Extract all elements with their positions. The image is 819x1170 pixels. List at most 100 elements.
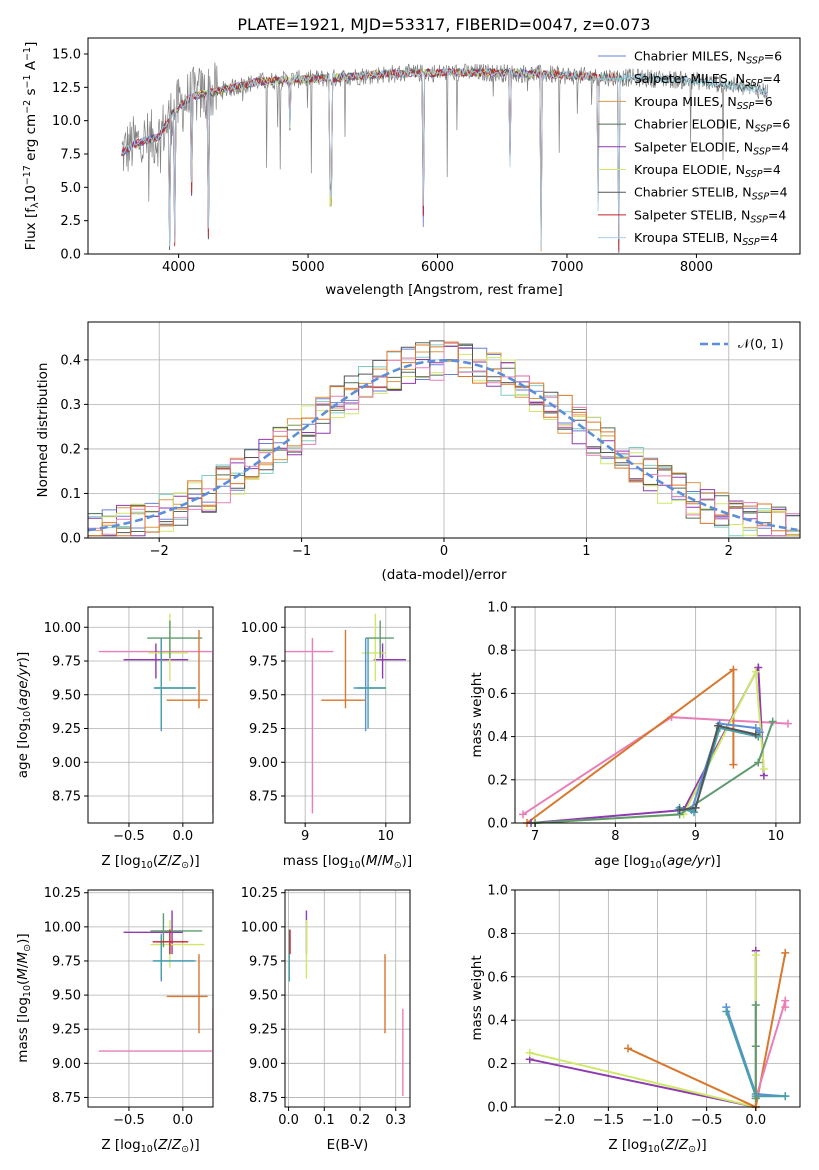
weight-age-xlabel: age [log10(age/yr)]: [594, 853, 720, 871]
legend-label: 𝒩(0, 1): [738, 336, 784, 351]
age-mass-point: [373, 643, 406, 679]
x-tick-label: 9: [691, 829, 699, 844]
weight-age-series-line: [679, 724, 757, 811]
x-tick-label: 0.1: [314, 1113, 335, 1128]
spectrum-plot-area: [121, 62, 768, 253]
y-tick-label: 15.0: [52, 48, 81, 63]
mass-z-axes: [88, 890, 213, 1107]
age-mass-point: [285, 638, 334, 814]
y-tick-label: 10.0: [52, 114, 81, 129]
x-tick-label: −2.0: [543, 1113, 575, 1128]
weight-age-series-line: [531, 663, 765, 824]
x-tick-label: 4000: [162, 260, 195, 275]
age-z-point: [147, 620, 203, 659]
y-tick-label: 7.5: [60, 148, 81, 163]
mass-z-ylabel: mass [log10(M/M⊙)]: [15, 933, 33, 1062]
mass-z-frame: [87, 889, 214, 1108]
weight-age-point-marker: [729, 665, 738, 674]
y-tick-label: 9.00: [52, 756, 81, 771]
x-tick-label: 6000: [421, 260, 454, 275]
y-tick-label: 0.2: [487, 773, 508, 788]
weight-age-series-line: [535, 721, 774, 824]
weight-age-series-line: [535, 668, 765, 824]
legend-label: Kroupa STELIB, NSSP=4: [634, 230, 778, 248]
mass-z-point: [166, 954, 208, 1034]
y-tick-label: 0.0: [60, 248, 81, 263]
weight-age-ylabel: mass weight: [469, 672, 485, 757]
y-tick-label: 9.25: [249, 1023, 278, 1038]
y-tick-label: 8.75: [52, 1091, 81, 1106]
y-tick-label: 0.1: [60, 487, 81, 502]
age-mass-point: [365, 620, 394, 659]
weight-z-point-marker: [751, 1042, 760, 1051]
legend-label: Chabrier MILES, NSSP=6: [634, 49, 782, 67]
weight-z-point-marker: [751, 951, 760, 960]
x-tick-label: 8: [611, 829, 619, 844]
weight-age-point-marker: [751, 730, 760, 739]
weight-z-point-marker: [781, 1092, 790, 1101]
hist-step-series: [88, 341, 800, 537]
mass-z-point: [152, 929, 189, 955]
age-mass-xlabel: mass [log10(M/M⊙)]: [283, 853, 412, 871]
mass-z-point: [123, 910, 183, 955]
weight-z-point-marker: [781, 948, 790, 957]
mass-z-point: [153, 936, 196, 979]
hist-xlabel: (data-model)/error: [381, 567, 507, 583]
y-tick-label: 9.50: [52, 989, 81, 1004]
hist-step-series: [88, 342, 800, 537]
x-tick-label: 9: [301, 829, 309, 844]
x-tick-label: −1: [292, 544, 311, 559]
y-tick-label: 5.0: [60, 181, 81, 196]
age-mass-plot-area: [285, 613, 406, 814]
weight-age-point-marker: [755, 728, 764, 737]
spectrum-model-line: [121, 67, 768, 249]
y-tick-label: 8.75: [52, 790, 81, 805]
weight-z-xlabel: Z [log10(Z/Z⊙)]: [608, 1137, 706, 1155]
y-tick-label: 0.3: [60, 398, 81, 413]
x-tick-label: 0.2: [350, 1113, 371, 1128]
x-tick-label: −1.5: [593, 1113, 625, 1128]
spectrum-ylabel: Flux [fλ10−17 erg cm−2 s−1 A−1]: [22, 42, 41, 251]
legend-label: Chabrier ELODIE, NSSP=6: [634, 117, 790, 135]
y-tick-label: 9.50: [249, 688, 278, 703]
x-tick-label: 10: [768, 829, 785, 844]
legend-label: Salpeter ELODIE, NSSP=4: [634, 139, 789, 157]
weight-z-ylabel: mass weight: [469, 955, 485, 1040]
x-tick-label: 8000: [680, 260, 713, 275]
age-mass-axes: [285, 607, 410, 823]
x-tick-label: −0.5: [691, 1113, 723, 1128]
weight-z-point-marker: [525, 1048, 534, 1057]
weight-z-series-line: [529, 950, 757, 1109]
y-tick-label: 0.0: [60, 532, 81, 547]
weight-z-point-marker: [751, 1094, 760, 1103]
age-z-frame: [87, 606, 214, 824]
y-tick-label: 0.6: [487, 970, 508, 985]
age-z-point: [148, 613, 189, 682]
age-z-point: [166, 629, 208, 709]
x-tick-label: 7: [531, 829, 539, 844]
weight-z-point-marker: [722, 1007, 731, 1016]
age-mass-point: [353, 638, 386, 732]
weight-z-point-marker: [751, 1001, 760, 1010]
weight-age-point-marker: [675, 806, 684, 815]
weight-age-plot-area: [519, 663, 792, 827]
age-z-point: [123, 643, 189, 679]
y-tick-label: 2.5: [60, 214, 81, 229]
mass-z-point: [152, 933, 194, 982]
y-tick-label: 9.00: [249, 1057, 278, 1072]
mass-ebv-axes: [285, 890, 410, 1107]
weight-age-frame: [514, 606, 801, 824]
x-tick-label: 0.0: [172, 829, 193, 844]
weight-age-point-marker: [754, 663, 763, 672]
y-tick-label: 8.75: [249, 790, 278, 805]
y-tick-label: 10.25: [241, 886, 278, 901]
weight-age-point-marker: [759, 765, 768, 773]
y-tick-label: 9.25: [52, 722, 81, 737]
age-mass-point: [357, 638, 386, 729]
y-tick-label: 10.00: [241, 621, 278, 636]
y-tick-label: 9.50: [249, 989, 278, 1004]
x-tick-label: 1: [582, 544, 590, 559]
age-z-axes: [88, 607, 213, 823]
y-tick-label: 10.00: [44, 621, 81, 636]
weight-age-point-marker: [729, 760, 738, 769]
